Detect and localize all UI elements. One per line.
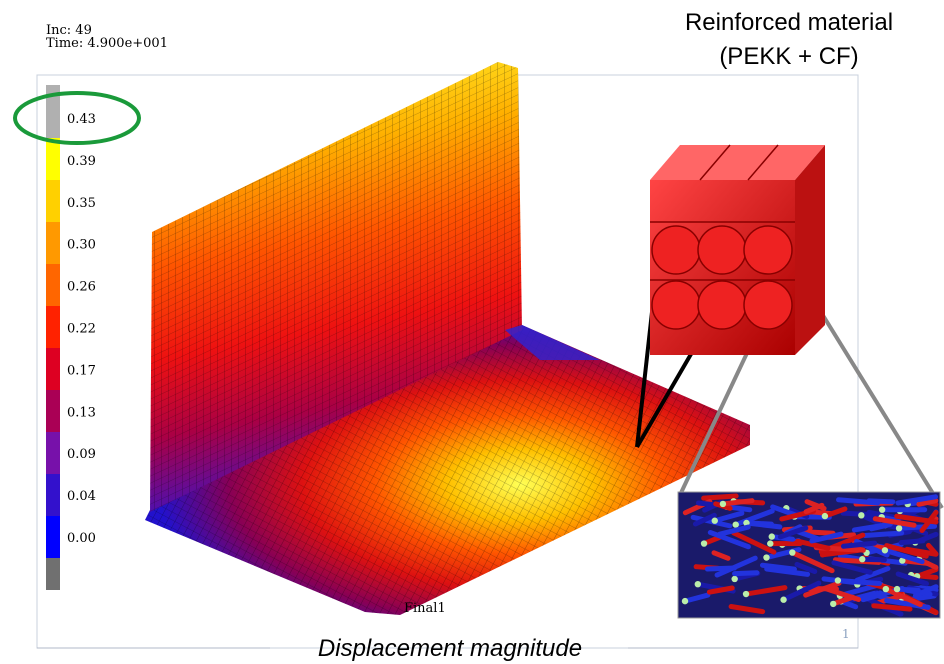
fiber-end xyxy=(743,591,749,597)
legend-label: 0.04 xyxy=(67,489,96,504)
fiber-end xyxy=(879,507,885,513)
fiber xyxy=(865,533,902,536)
fiber xyxy=(723,501,752,504)
microstructure xyxy=(678,492,940,618)
fiber xyxy=(704,496,737,498)
fiber-end xyxy=(858,512,864,518)
fiber-end xyxy=(780,597,786,603)
fiber xyxy=(838,580,880,583)
fiber-end xyxy=(682,598,688,604)
fiber-end xyxy=(859,556,865,562)
fiber-end xyxy=(894,586,900,592)
legend-label: 0.00 xyxy=(67,531,96,546)
legend-band xyxy=(46,222,60,264)
screenshot: Inc: 49 Time: 4.900e+001 0.430.390.350.3… xyxy=(0,0,944,664)
page-number: 1 xyxy=(842,627,850,641)
legend-label: 0.13 xyxy=(67,405,96,420)
fiber xyxy=(899,526,935,528)
legend-band xyxy=(46,306,60,348)
fiber-end xyxy=(896,525,902,531)
fiber-end xyxy=(763,554,769,560)
fiber xyxy=(862,559,884,560)
cube-side xyxy=(795,145,825,355)
fiber-end xyxy=(695,581,701,587)
legend-band xyxy=(46,264,60,306)
legend-band xyxy=(46,558,60,590)
legend-band xyxy=(46,390,60,432)
caption: Displacement magnitude xyxy=(318,635,582,662)
legend-band xyxy=(46,474,60,516)
fiber-end xyxy=(822,513,828,519)
legend-band xyxy=(46,138,60,180)
fiber-end xyxy=(733,521,739,527)
legend-label: 0.39 xyxy=(67,154,96,169)
legend-label: 0.17 xyxy=(67,363,96,378)
legend-label: 0.30 xyxy=(67,238,96,253)
fiber-end xyxy=(830,601,836,607)
cube-top xyxy=(650,145,825,180)
legend-label: 0.26 xyxy=(67,280,96,295)
fiber-end xyxy=(882,547,888,553)
fiber-end xyxy=(701,540,707,546)
legend-label: 0.09 xyxy=(67,447,96,462)
fiber-end xyxy=(769,533,775,539)
fiber-end xyxy=(712,518,718,524)
unit-cell xyxy=(650,145,825,355)
fiber xyxy=(843,543,874,546)
legend-band xyxy=(46,348,60,390)
fiber xyxy=(874,606,910,609)
fiber-end xyxy=(789,549,795,555)
legend-band xyxy=(46,516,60,558)
fiber-end xyxy=(835,577,841,583)
fiber xyxy=(707,568,734,569)
legend-label: 0.35 xyxy=(67,196,96,211)
inset-title: Reinforced material xyxy=(685,9,893,36)
fiber-end xyxy=(720,501,726,507)
step-label: Final1 xyxy=(404,601,446,616)
color-legend: 0.43 0.39 0.35 0.30 0.26 0.22 0.17 0.13 0.09 0.04… xyxy=(46,85,96,590)
fiber-end xyxy=(731,576,737,582)
legend-band xyxy=(46,180,60,222)
time: Time: 4.900e+001 xyxy=(46,36,168,51)
fiber-end xyxy=(767,540,773,546)
legend-label: 0.43 xyxy=(67,112,96,127)
fiber xyxy=(839,500,878,503)
legend-label: 0.22 xyxy=(67,322,96,337)
fiber-end xyxy=(883,586,889,592)
inset-subtitle: (PEKK + CF) xyxy=(719,43,858,70)
fiber xyxy=(735,573,757,574)
fiber xyxy=(901,541,923,543)
legend-band xyxy=(46,432,60,474)
